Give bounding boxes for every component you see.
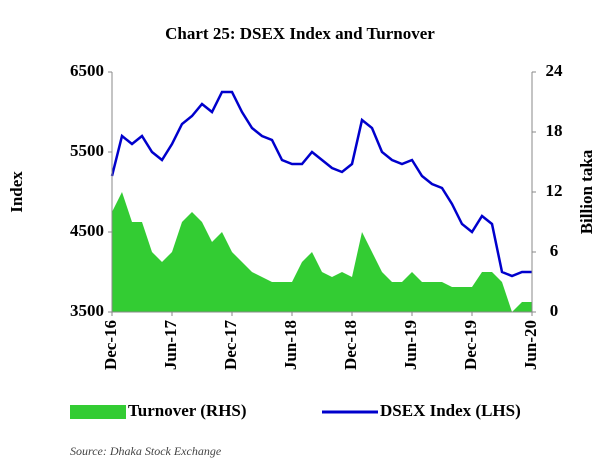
y2-tick-label: 24 bbox=[546, 61, 564, 80]
x-tick-label: Jun-18 bbox=[281, 320, 300, 370]
y2-tick-label: 18 bbox=[546, 121, 563, 140]
source-note: Source: Dhaka Stock Exchange bbox=[70, 444, 222, 458]
x-tick-label: Jun-19 bbox=[401, 320, 420, 370]
y-tick-label: 4500 bbox=[70, 221, 104, 240]
y-axis-label: Index bbox=[7, 171, 26, 213]
y-tick-label: 5500 bbox=[70, 141, 104, 160]
y2-tick-label: 12 bbox=[546, 181, 563, 200]
legend-label: DSEX Index (LHS) bbox=[380, 401, 521, 420]
y2-axis-label: Billion taka bbox=[577, 149, 596, 234]
x-tick-label: Dec-18 bbox=[341, 320, 360, 370]
x-tick-label: Jun-20 bbox=[521, 320, 540, 370]
legend-label: Turnover (RHS) bbox=[128, 401, 247, 420]
x-tick-label: Dec-19 bbox=[461, 320, 480, 370]
chart-title: Chart 25: DSEX Index and Turnover bbox=[165, 24, 435, 43]
index-line bbox=[110, 90, 532, 278]
y-tick-label: 6500 bbox=[70, 61, 104, 80]
y2-tick-label: 0 bbox=[550, 301, 559, 320]
x-tick-label: Dec-16 bbox=[101, 320, 120, 370]
turnover-area bbox=[112, 192, 532, 312]
x-tick-label: Dec-17 bbox=[221, 320, 240, 371]
y2-tick-label: 6 bbox=[550, 241, 559, 260]
y-tick-label: 3500 bbox=[70, 301, 104, 320]
legend-swatch bbox=[70, 405, 126, 419]
x-tick-label: Jun-17 bbox=[161, 320, 180, 371]
